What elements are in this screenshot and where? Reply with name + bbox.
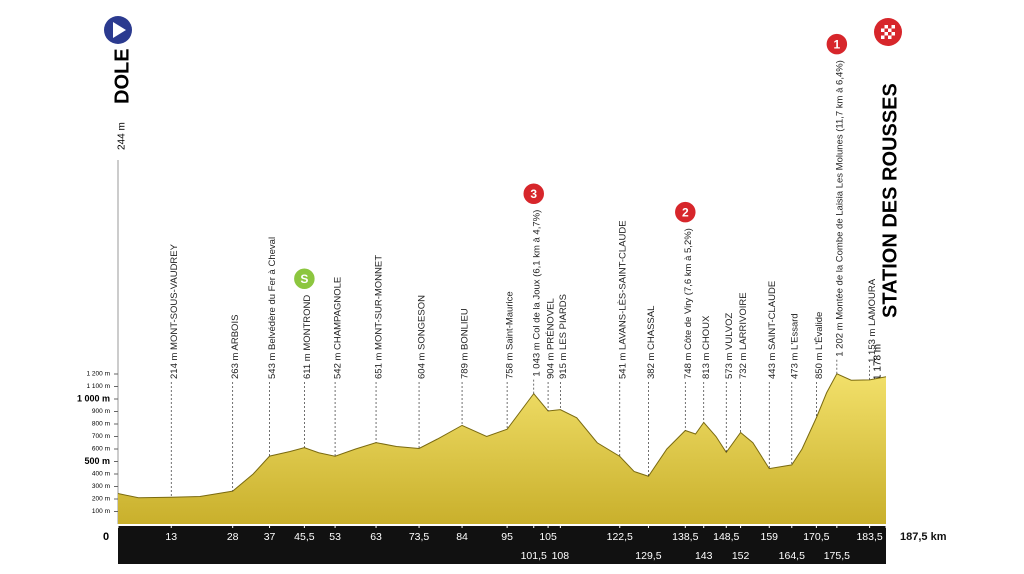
x-tick-label: 148,5: [713, 531, 739, 543]
x-tick-label: 175,5: [824, 550, 850, 562]
km-bar: [118, 526, 886, 564]
x-tick-label: 164,5: [779, 550, 805, 562]
x-tick-label: 129,5: [635, 550, 661, 562]
waypoint-label: 732 m LARRIVOIRE: [738, 292, 749, 379]
waypoint-label: 541 m LAVANS-LÈS-SAINT-CLAUDE: [617, 220, 628, 379]
x-tick-label: 95: [501, 531, 513, 543]
waypoint-label: 443 m SAINT-CLAUDE: [767, 281, 778, 379]
waypoint-label: 758 m Saint-Maurice: [505, 291, 516, 379]
waypoint-label: 473 m L'Essard: [789, 313, 800, 379]
x-tick-label: 108: [552, 550, 570, 562]
x-tick-label: 37: [264, 531, 276, 543]
finish-name: STATION DES ROUSSES: [879, 83, 901, 318]
waypoint-label: 611 m MONTROND: [302, 295, 313, 379]
x-tick-label: 159: [760, 531, 778, 543]
badge: [673, 200, 698, 224]
x-tick-label: 122,5: [607, 531, 633, 543]
x-tick-label: 13: [165, 531, 177, 543]
x-tick-label: 152: [732, 550, 750, 562]
x-tick-label: 28: [227, 531, 239, 543]
x-tick-label: 187,5 km: [900, 531, 947, 543]
waypoint-label: 263 m ARBOIS: [230, 315, 241, 379]
badge-text: 3: [530, 187, 537, 201]
y-tick-label: 100 m: [92, 508, 110, 515]
x-tick-label: 101,5: [521, 550, 547, 562]
waypoint-label: 214 m MONT-SOUS-VAUDREY: [169, 243, 180, 379]
badge: [521, 182, 546, 206]
waypoint-label: 1 153 m LAMOURA: [867, 278, 878, 363]
badge-text: 1: [834, 37, 841, 51]
x-tick-label: 170,5: [803, 531, 829, 543]
x-tick-label: 73,5: [409, 531, 430, 543]
y-tick-label: 600 m: [92, 446, 110, 453]
y-tick-label: 400 m: [92, 471, 110, 478]
waypoint-label: 604 m SONGESON: [417, 295, 428, 379]
x-tick-label: 53: [329, 531, 341, 543]
badge-text: S: [300, 272, 308, 286]
waypoint-label: 915 m LES PIARDS: [558, 294, 569, 379]
y-tick-label: 900 m: [92, 408, 110, 415]
y-tick-label: 300 m: [92, 483, 110, 490]
x-tick-label: 63: [370, 531, 382, 543]
x-tick-label: 45,5: [294, 531, 315, 543]
x-tick-label: 138,5: [672, 531, 698, 543]
y-tick-label: 1 100 m: [87, 383, 111, 390]
x-tick-label: 143: [695, 550, 713, 562]
waypoint-label: 382 m CHASSAL: [646, 306, 657, 379]
start-icon: [104, 16, 132, 44]
y-tick-label: 700 m: [92, 433, 110, 440]
waypoint-label: 543 m Belvédère du Fer à Cheval: [267, 237, 278, 379]
x-tick-label: 105: [539, 531, 557, 543]
y-tick-label: 1 000 m: [77, 393, 110, 403]
waypoint-label: 1 202 m Montée de la Combe de Laisia Les…: [834, 60, 845, 357]
badge: [825, 32, 849, 56]
y-tick-label: 500 m: [84, 456, 110, 466]
x-tick-label: 84: [456, 531, 468, 543]
y-tick-label: 800 m: [92, 421, 110, 428]
x-tick-label: 183,5: [856, 531, 882, 543]
waypoint-label: 542 m CHAMPAGNOLE: [333, 277, 344, 379]
waypoint-label: 748 m Côte de Viry (7,6 km à 5,2%): [683, 228, 694, 379]
finish-icon: [874, 18, 902, 46]
start-name: DOLE: [111, 48, 133, 104]
badge-text: 2: [682, 205, 689, 219]
y-tick-label: 200 m: [92, 496, 110, 503]
profile-area: [118, 373, 886, 524]
waypoint-label: 813 m CHOUX: [701, 315, 712, 379]
waypoint-label: 904 m PRÉNOVEL: [546, 298, 557, 379]
waypoint-label: 789 m BONLIEU: [460, 308, 471, 379]
waypoint-label: 573 m VULVOZ: [724, 312, 735, 379]
waypoint-label: 850 m L'Évalide: [814, 312, 825, 379]
profile-line: [117, 373, 887, 499]
y-tick-label: 1 200 m: [87, 371, 111, 378]
start-altitude: 244 m: [117, 122, 128, 150]
x-tick-label: 0: [103, 531, 109, 543]
waypoint-label: 651 m MONT-SUR-MONNET: [374, 255, 385, 379]
finish-altitude: 1 178 m: [873, 344, 884, 380]
badge: [292, 266, 317, 291]
waypoint-label: 1 043 m Col de la Joux (6,1 km à 4,7%): [531, 210, 542, 377]
